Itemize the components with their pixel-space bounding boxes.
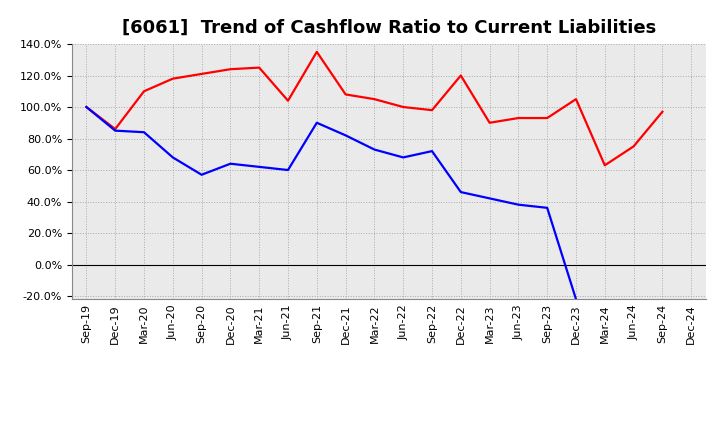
Free CF to Current Liabilities (140, 129, 148, 135)
Operating CF to Current Liabilities (370, 96, 379, 102)
Operating CF to Current Liabilities (543, 115, 552, 121)
Operating CF to Current Liabilities (399, 104, 408, 110)
Operating CF to Current Liabilities (341, 92, 350, 97)
Operating CF to Current Liabilities (197, 71, 206, 77)
Free CF to Current Liabilities (341, 133, 350, 138)
Free CF to Current Liabilities (370, 147, 379, 152)
Title: [6061]  Trend of Cashflow Ratio to Current Liabilities: [6061] Trend of Cashflow Ratio to Curren… (122, 19, 656, 37)
Operating CF to Current Liabilities (255, 65, 264, 70)
Free CF to Current Liabilities (514, 202, 523, 207)
Operating CF to Current Liabilities (140, 88, 148, 94)
Free CF to Current Liabilities (284, 167, 292, 172)
Operating CF to Current Liabilities (284, 98, 292, 103)
Free CF to Current Liabilities (428, 148, 436, 154)
Operating CF to Current Liabilities (82, 104, 91, 110)
Free CF to Current Liabilities (543, 205, 552, 210)
Free CF to Current Liabilities (312, 120, 321, 125)
Free CF to Current Liabilities (485, 196, 494, 201)
Free CF to Current Liabilities (456, 190, 465, 195)
Free CF to Current Liabilities (255, 164, 264, 169)
Operating CF to Current Liabilities (629, 144, 638, 149)
Free CF to Current Liabilities (226, 161, 235, 166)
Operating CF to Current Liabilities (572, 96, 580, 102)
Operating CF to Current Liabilities (514, 115, 523, 121)
Free CF to Current Liabilities (111, 128, 120, 133)
Free CF to Current Liabilities (168, 155, 177, 160)
Operating CF to Current Liabilities (600, 163, 609, 168)
Free CF to Current Liabilities (82, 104, 91, 110)
Operating CF to Current Liabilities (428, 107, 436, 113)
Operating CF to Current Liabilities (456, 73, 465, 78)
Operating CF to Current Liabilities (312, 49, 321, 55)
Line: Operating CF to Current Liabilities: Operating CF to Current Liabilities (86, 52, 662, 165)
Operating CF to Current Liabilities (658, 109, 667, 114)
Line: Free CF to Current Liabilities: Free CF to Current Liabilities (86, 107, 576, 299)
Operating CF to Current Liabilities (485, 120, 494, 125)
Operating CF to Current Liabilities (226, 66, 235, 72)
Operating CF to Current Liabilities (168, 76, 177, 81)
Operating CF to Current Liabilities (111, 126, 120, 132)
Free CF to Current Liabilities (399, 155, 408, 160)
Free CF to Current Liabilities (197, 172, 206, 177)
Free CF to Current Liabilities (572, 297, 580, 302)
